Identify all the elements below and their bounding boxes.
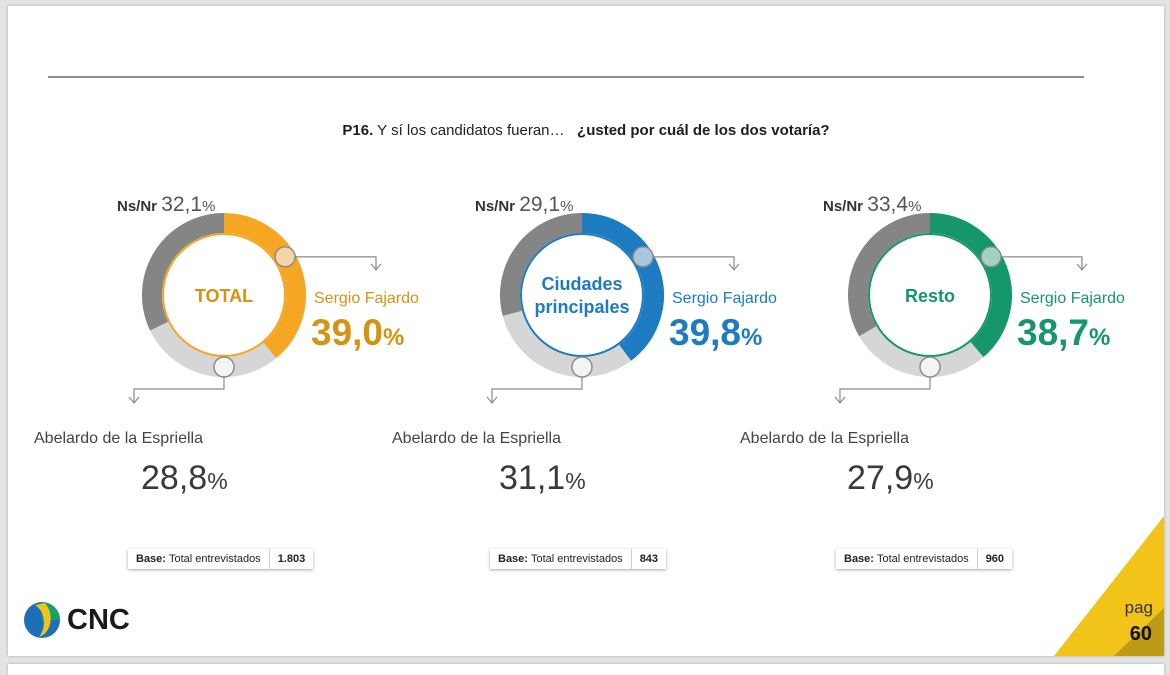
- donut-slice-nsnr: [500, 213, 583, 316]
- donut-slice-fajardo: [929, 213, 1012, 358]
- base-value: 960: [985, 553, 1005, 565]
- fajardo-marker: [632, 246, 654, 268]
- fajardo-value-label: 39,0%: [311, 312, 404, 353]
- nsnr-value-label: Ns/Nr 32,1%: [117, 193, 215, 216]
- page-label: pag: [1124, 598, 1153, 617]
- donut-center: [868, 233, 992, 357]
- fajardo-value-label: 39,8%: [669, 312, 762, 353]
- base-description: Total entrevistados: [168, 553, 261, 565]
- logo-text: CNC: [67, 603, 130, 636]
- fajardo-marker: [274, 246, 296, 268]
- question-emphasis: ¿usted por cuál de los dos votaría?: [577, 122, 830, 139]
- donut-center: [520, 233, 644, 357]
- abelardo-connector: [133, 377, 225, 402]
- page-number: 60: [1129, 623, 1152, 645]
- nsnr-value-label: Ns/Nr 29,1%: [475, 193, 573, 216]
- fajardo-name-label: Sergio Fajardo: [672, 290, 777, 307]
- fajardo-value-label: 38,7%: [1017, 312, 1110, 353]
- page-corner-triangle: [1054, 516, 1164, 656]
- abelardo-marker: [571, 356, 593, 378]
- fajardo-marker: [980, 246, 1002, 268]
- donut-slice-abelardo: [502, 310, 632, 377]
- donut-center: [162, 233, 286, 357]
- fajardo-name-label: Sergio Fajardo: [1020, 290, 1125, 307]
- base-value: 1.803: [277, 553, 306, 565]
- abelardo-value-label: 28,8%: [141, 459, 228, 497]
- abelardo-value-label: 27,9%: [847, 459, 934, 497]
- slide: P16. Y sí los candidatos fueran… ¿usted …: [8, 6, 1164, 656]
- fajardo-connector: [295, 256, 377, 269]
- abelardo-arrow-icon: [486, 396, 498, 404]
- donut-charts: TOTAL Ns/Nr 32,1% Sergio Fajardo 39,0% Abela…: [34, 193, 1125, 497]
- donut-center-label: Ciudades principales: [534, 274, 629, 317]
- base-label: Base:: [844, 553, 874, 565]
- donut-slice-abelardo: [150, 321, 277, 377]
- cnc-logo-icon: [24, 602, 60, 638]
- base-value: 843: [639, 553, 659, 565]
- donut-slice-nsnr: [848, 213, 931, 337]
- fajardo-arrow-icon: [1076, 263, 1088, 271]
- top-divider: [48, 76, 1084, 78]
- fajardo-arrow-icon: [728, 263, 740, 271]
- next-slide-edge: [8, 664, 1164, 675]
- base-footer-ciudades: Base: Total entrevistados 843: [490, 549, 667, 569]
- abelardo-name-label: Abelardo de la Espriella: [392, 430, 561, 447]
- fajardo-connector: [653, 256, 735, 269]
- base-description: Total entrevistados: [876, 553, 969, 565]
- abelardo-arrow-icon: [834, 396, 846, 404]
- donut-slice-nsnr: [142, 213, 225, 331]
- base-footer-total: Base: Total entrevistados 1.803: [128, 549, 314, 569]
- base-label: Base:: [136, 553, 166, 565]
- donut-slice-fajardo: [223, 213, 306, 359]
- nsnr-value-label: Ns/Nr 33,4%: [823, 193, 921, 216]
- question-code: P16.: [342, 122, 374, 139]
- abelardo-value-label: 31,1%: [499, 459, 586, 497]
- donut-slice-abelardo: [859, 325, 984, 377]
- cnc-logo: CNC: [23, 601, 130, 639]
- donut-center-label: TOTAL: [195, 286, 253, 306]
- abelardo-connector: [491, 377, 583, 402]
- donut-slice-fajardo: [581, 213, 664, 361]
- fajardo-arrow-icon: [370, 263, 382, 271]
- abelardo-connector: [839, 377, 931, 402]
- abelardo-marker: [919, 356, 941, 378]
- abelardo-name-label: Abelardo de la Espriella: [740, 430, 909, 447]
- question-text: Y sí los candidatos fueran…: [377, 122, 565, 139]
- base-label: Base:: [498, 553, 528, 565]
- abelardo-name-label: Abelardo de la Espriella: [34, 430, 203, 447]
- donut-center-label: Resto: [905, 286, 955, 306]
- fajardo-name-label: Sergio Fajardo: [314, 290, 419, 307]
- fajardo-connector: [1001, 256, 1083, 269]
- abelardo-arrow-icon: [128, 396, 140, 404]
- base-description: Total entrevistados: [530, 553, 623, 565]
- question-title: P16. Y sí los candidatos fueran… ¿usted …: [8, 122, 1164, 139]
- abelardo-marker: [213, 356, 235, 378]
- base-footer-resto: Base: Total entrevistados 960: [836, 549, 1013, 569]
